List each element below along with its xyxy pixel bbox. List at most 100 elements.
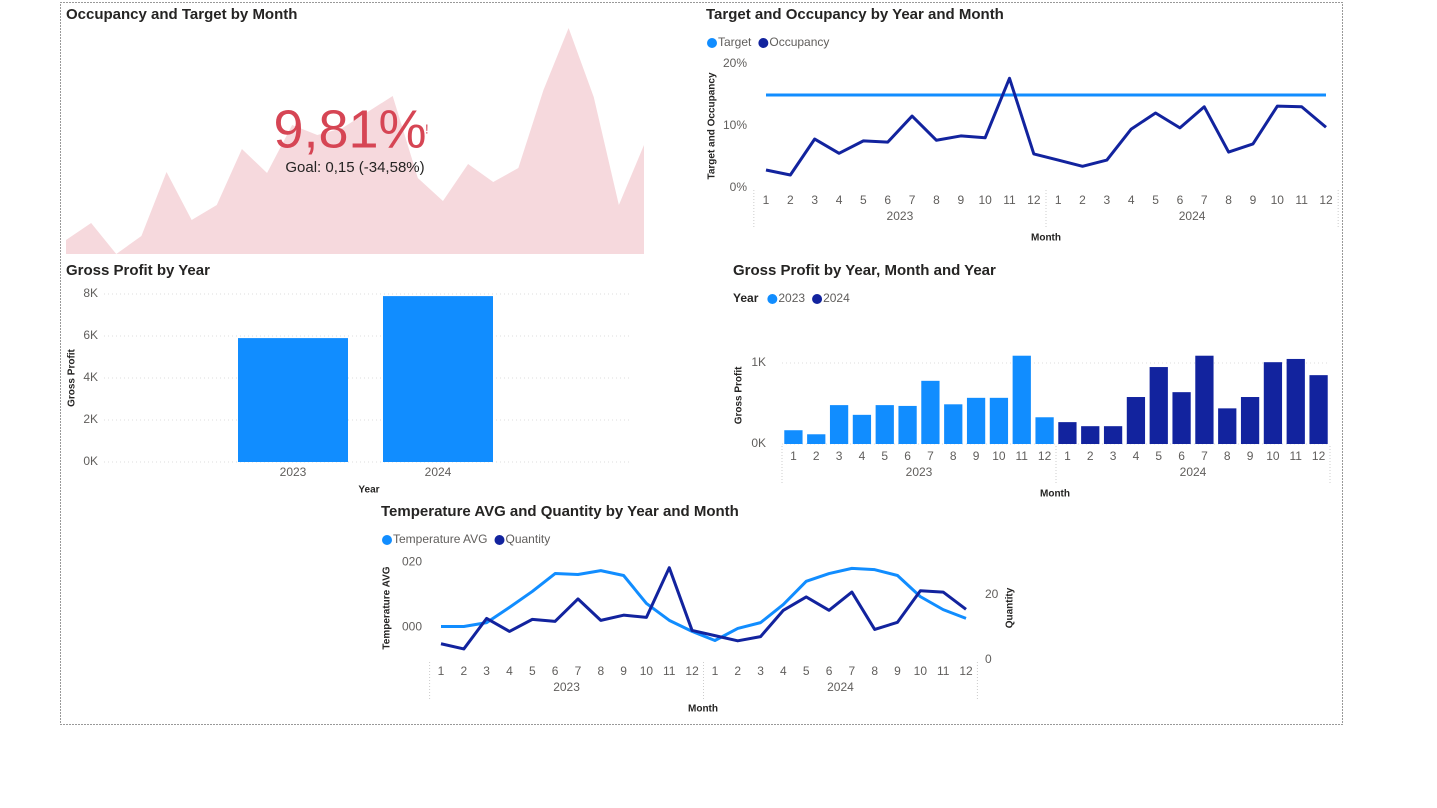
x-tick-label: 7	[849, 664, 856, 678]
x-tick-label: 7	[575, 664, 582, 678]
chart-title: Temperature AVG and Quantity by Year and…	[381, 503, 739, 520]
bar	[1149, 367, 1168, 444]
x-tick-label: 10	[914, 664, 928, 678]
axis-title: Month	[688, 704, 718, 715]
x-tick-label: 11	[1290, 449, 1303, 463]
x-tick-label: 6	[552, 664, 559, 678]
legend-label: Quantity	[506, 532, 551, 546]
x-tick-label: 9	[894, 664, 901, 678]
x-tick-label: 8	[1224, 449, 1231, 463]
x-tick-label: 8	[1225, 193, 1232, 207]
x-tick-label: 3	[836, 449, 843, 463]
y-tick-label: 020	[402, 555, 422, 569]
legend-label: Target	[718, 35, 752, 49]
x-tick-label: 1	[438, 664, 445, 678]
y-tick-label: 2K	[83, 412, 98, 426]
legend-label: Temperature AVG	[393, 532, 488, 546]
x-tick-label: 6	[904, 449, 911, 463]
x-tick-label: 2	[787, 193, 794, 207]
legend-label: 2023	[778, 291, 805, 305]
kpi-alert: !	[425, 121, 429, 136]
axis-title: Month	[1040, 489, 1070, 500]
bar	[1103, 426, 1123, 444]
x-group-label: 2024	[1180, 465, 1207, 479]
trend-area	[66, 28, 644, 254]
axis-title: Quantity	[1005, 587, 1016, 628]
y-tick-label: 1K	[751, 355, 766, 369]
legend-marker	[707, 38, 717, 48]
y-tick-label: 20%	[723, 56, 747, 70]
x-tick-label: 1	[1064, 449, 1071, 463]
axis-title: Gross Profit	[734, 366, 745, 424]
x-tick-label: 3	[1110, 449, 1117, 463]
legend-title: Year	[733, 291, 759, 305]
bar	[875, 405, 894, 444]
x-tick-label: 5	[860, 193, 867, 207]
x-tick-label: 10	[1271, 193, 1285, 207]
x-tick-label: 11	[663, 664, 676, 678]
x-tick-label: 12	[1038, 449, 1052, 463]
kpi-value: 9,81%	[273, 99, 426, 159]
axis-title: Temperature AVG	[382, 566, 393, 649]
x-group-label: 2023	[906, 465, 933, 479]
x-tick-label: 8	[871, 664, 878, 678]
x-tick-label: 9	[957, 193, 964, 207]
chart-title: Target and Occupancy by Year and Month	[706, 6, 1004, 23]
x-tick-label: 4	[1133, 449, 1140, 463]
x-tick-label: 10	[992, 449, 1006, 463]
x-tick-label: 7	[1201, 449, 1208, 463]
x-tick-label: 6	[1178, 449, 1185, 463]
x-tick-label: 3	[1104, 193, 1111, 207]
legend-marker	[382, 535, 392, 545]
x-tick-label: 8	[933, 193, 940, 207]
y-tick-label: 10%	[723, 118, 747, 132]
bar	[898, 405, 917, 444]
y-tick-label: 0K	[751, 436, 766, 450]
x-tick-label: 1	[1055, 193, 1062, 207]
series-line	[440, 566, 967, 651]
x-tick-label: 4	[1128, 193, 1135, 207]
x-tick-label: 9	[1247, 449, 1254, 463]
x-group-label: 2024	[1179, 209, 1206, 223]
x-tick-label: 1	[712, 664, 719, 678]
bar	[852, 414, 872, 444]
x-tick-label: 10	[1266, 449, 1280, 463]
y-tick-label: 0%	[730, 180, 748, 194]
legend-marker	[767, 294, 778, 304]
x-tick-label: 5	[529, 664, 536, 678]
x-tick-label: 5	[1152, 193, 1159, 207]
bar	[1309, 375, 1328, 444]
x-tick-label: 1	[763, 193, 770, 207]
bar	[1172, 392, 1191, 444]
bar	[989, 397, 1009, 444]
bar	[1240, 397, 1260, 444]
series-line	[765, 76, 1327, 177]
y-tick-label: 0	[985, 652, 992, 666]
axis-title: Month	[1031, 233, 1061, 244]
y-tick-label: 0K	[83, 454, 98, 468]
bar	[1263, 362, 1283, 444]
x-tick-label: 6	[884, 193, 891, 207]
bar	[1058, 422, 1077, 444]
x-tick-label: 12	[1319, 193, 1333, 207]
x-tick-label: 1	[790, 449, 797, 463]
x-tick-label: 12	[1027, 193, 1041, 207]
x-tick-label: 8	[950, 449, 957, 463]
x-tick-label: 4	[836, 193, 843, 207]
x-tick-label: 12	[685, 664, 699, 678]
x-group-label: 2024	[827, 680, 854, 694]
y-tick-label: 8K	[83, 286, 98, 300]
bar	[807, 434, 826, 444]
x-tick-label: 2	[1087, 449, 1094, 463]
x-tick-label: 7	[1201, 193, 1208, 207]
series-line	[441, 566, 967, 642]
bar	[238, 338, 348, 462]
x-tick-label: 3	[483, 664, 490, 678]
legend-marker	[494, 535, 505, 545]
x-tick-label: 7	[927, 449, 934, 463]
x-tick-label: 12	[959, 664, 973, 678]
x-tick-label: 5	[1155, 449, 1162, 463]
x-tick-label: 10	[978, 193, 992, 207]
x-tick-label: 10	[640, 664, 654, 678]
bar	[921, 380, 940, 444]
